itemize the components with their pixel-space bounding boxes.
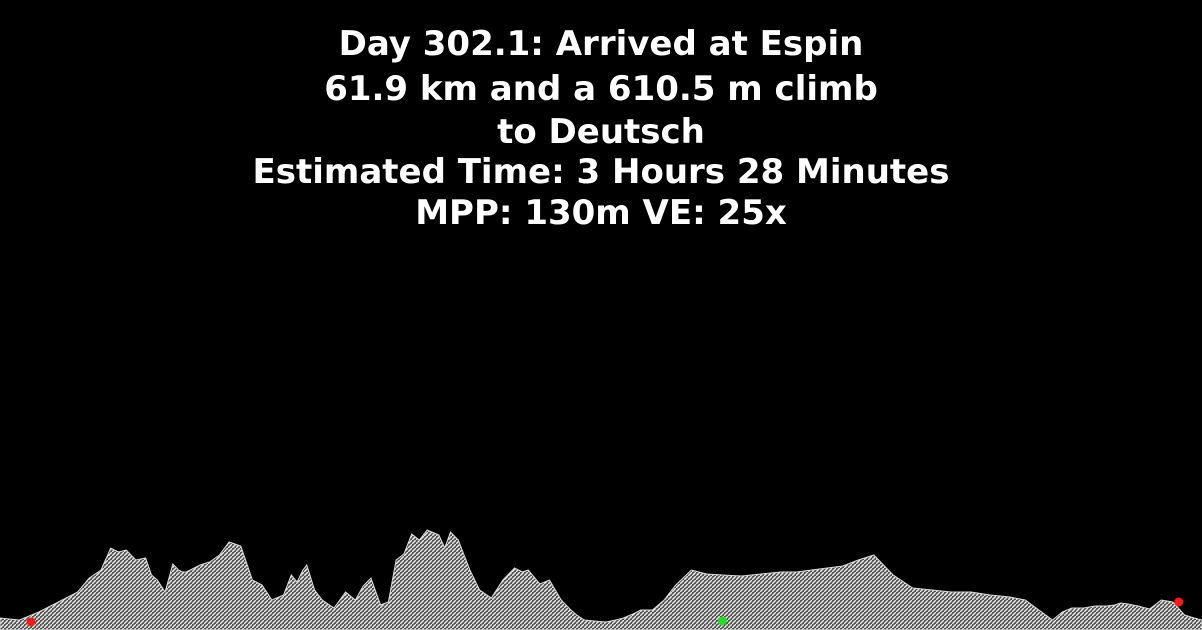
distance-climb-line: 61.9 km and a 610.5 m climb — [324, 69, 878, 109]
midpoint-marker — [717, 616, 727, 626]
end-marker — [1174, 597, 1184, 607]
destination-line: to Deutsch — [497, 112, 705, 152]
header: Day 302.1: Arrived at Espin 61.9 km and … — [0, 22, 1202, 234]
start-marker — [26, 617, 36, 627]
scale-line: MPP: 130m VE: 25x — [415, 193, 787, 233]
chart-title: Day 302.1: Arrived at Espin — [338, 24, 864, 64]
elevation-area — [0, 529, 1202, 630]
estimated-time-line: Estimated Time: 3 Hours 28 Minutes — [252, 152, 950, 192]
